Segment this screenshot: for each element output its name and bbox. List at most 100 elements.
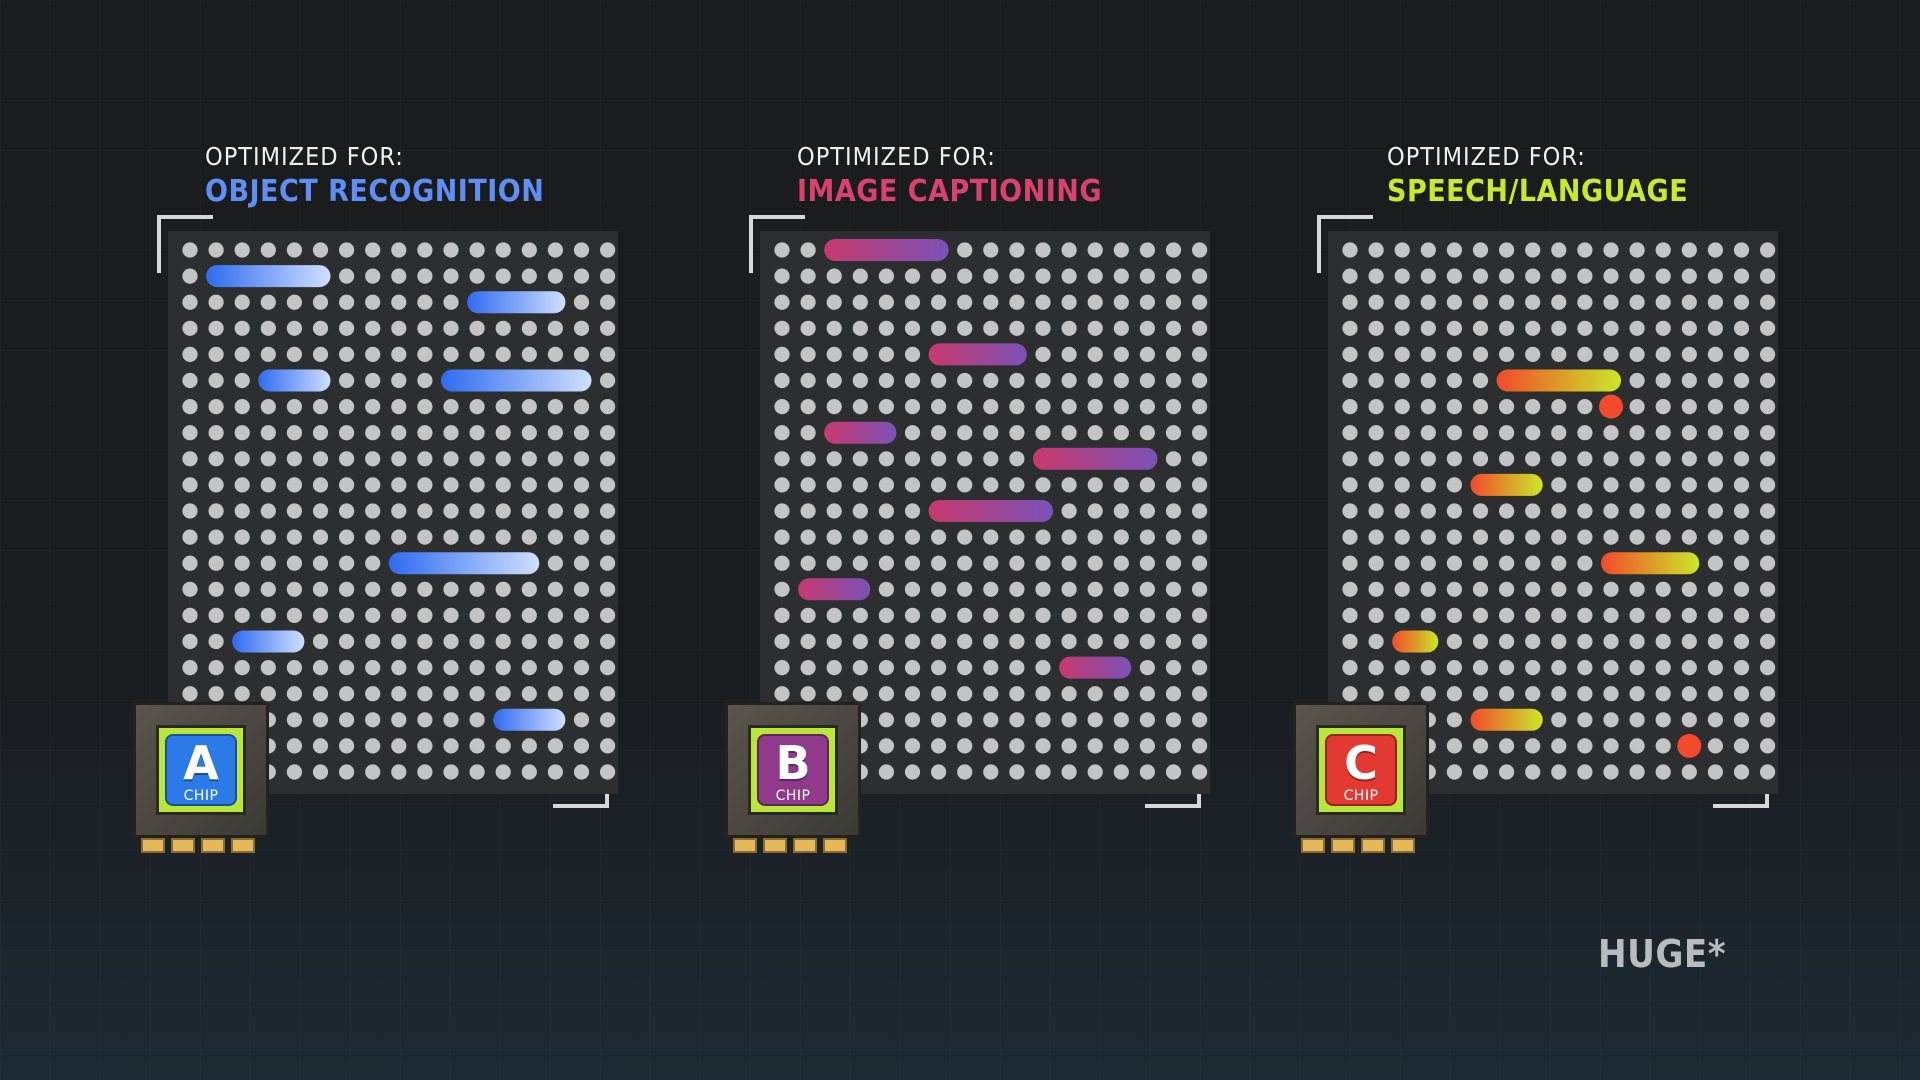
grid-dot	[1577, 607, 1593, 623]
grid-dot	[878, 633, 894, 650]
grid-dot	[1165, 503, 1182, 519]
grid-dot	[852, 477, 868, 493]
grid-dot	[1087, 503, 1103, 519]
grid-dot	[1009, 555, 1025, 571]
grid-dot	[1035, 477, 1051, 493]
grid-dot	[208, 425, 224, 441]
grid-dot	[1035, 294, 1051, 310]
grid-dot	[826, 607, 842, 623]
corner-bracket-top-left	[1317, 215, 1373, 273]
grid-dot	[1420, 242, 1436, 258]
grid-dot	[1733, 660, 1750, 676]
grid-dot	[878, 320, 894, 336]
grid-dot	[1472, 451, 1489, 467]
grid-dot	[1165, 712, 1182, 728]
grid-dot	[312, 503, 329, 519]
grid-dot	[573, 686, 590, 702]
grid-dot	[1603, 451, 1619, 467]
grid-dot	[1551, 425, 1567, 441]
grid-dot	[800, 425, 816, 441]
grid-dot	[573, 399, 590, 415]
grid-dot	[1551, 346, 1567, 362]
grid-dot	[878, 294, 894, 310]
grid-dot	[182, 320, 198, 336]
grid-dot	[1681, 633, 1697, 650]
grid-dot	[339, 581, 355, 597]
grid-dot	[547, 529, 563, 545]
grid-dot	[1499, 555, 1515, 571]
grid-dot	[1603, 633, 1619, 650]
grid-dot	[1603, 294, 1619, 310]
grid-dot	[234, 581, 250, 597]
activation-bar	[388, 552, 540, 575]
grid-dot	[878, 372, 894, 389]
grid-dot	[469, 712, 485, 728]
grid-dot	[1760, 581, 1776, 597]
grid-dot	[1733, 581, 1750, 597]
grid-dot	[391, 633, 407, 650]
grid-dot	[1139, 477, 1155, 493]
grid-dot	[1733, 320, 1750, 336]
corner-bracket-top-left	[157, 215, 213, 273]
grid-dot	[495, 581, 511, 597]
grid-dot	[878, 477, 894, 493]
grid-dot	[1760, 660, 1776, 676]
grid-dot	[1760, 372, 1776, 389]
grid-dot	[391, 503, 407, 519]
grid-dot	[1113, 712, 1129, 728]
grid-dot	[1681, 451, 1697, 467]
grid-dot	[1035, 607, 1051, 623]
grid-dot	[878, 764, 894, 780]
grid-dot	[365, 425, 381, 441]
grid-dot	[957, 686, 973, 702]
grid-dot	[1368, 477, 1384, 493]
grid-dot	[1394, 686, 1410, 702]
activation-bar	[824, 239, 949, 261]
grid-dot	[1342, 451, 1358, 467]
grid-dot	[286, 503, 302, 519]
grid-dot	[547, 660, 563, 676]
grid-dot	[469, 764, 485, 780]
grid-dot	[600, 660, 616, 676]
panel-heading: OPTIMIZED FOR: IMAGE CAPTIONING	[797, 142, 1102, 210]
grid-dot	[1165, 607, 1182, 623]
grid-dot	[1655, 738, 1671, 754]
grid-dot	[957, 268, 973, 284]
grid-dot	[1603, 581, 1619, 597]
panel-chip-a: OPTIMIZED FOR: OBJECT RECOGNITION A CHIP	[133, 0, 708, 1080]
grid-dot	[1368, 268, 1384, 284]
grid-dot	[1629, 242, 1645, 258]
grid-dot	[1192, 712, 1208, 728]
grid-dot	[391, 686, 407, 702]
grid-dot	[1342, 581, 1358, 597]
grid-dot	[495, 399, 511, 415]
grid-dot	[1342, 242, 1358, 258]
grid-dot	[1061, 581, 1077, 597]
grid-dot	[1472, 581, 1489, 597]
grid-dot	[1551, 451, 1567, 467]
grid-dot	[1499, 503, 1515, 519]
grid-dot	[339, 346, 355, 362]
grid-dot	[1009, 451, 1025, 467]
grid-dot	[1577, 242, 1593, 258]
grid-dot	[260, 294, 276, 310]
grid-dot	[1629, 660, 1645, 676]
grid-dot	[365, 764, 381, 780]
grid-dot	[469, 738, 485, 754]
grid-dot	[1655, 712, 1671, 728]
grid-dot	[1472, 607, 1489, 623]
grid-dot	[1629, 529, 1645, 545]
grid-dot	[495, 764, 511, 780]
grid-dot	[800, 555, 816, 571]
grid-dot	[234, 451, 250, 467]
grid-dot	[1061, 320, 1077, 336]
grid-dot	[1655, 764, 1671, 780]
grid-dot	[1577, 738, 1593, 754]
grid-dot	[234, 399, 250, 415]
grid-dot	[1061, 399, 1077, 415]
grid-dot	[1165, 320, 1182, 336]
grid-dot	[1009, 633, 1025, 650]
grid-dot	[260, 686, 276, 702]
grid-dot	[286, 399, 302, 415]
grid-dot	[365, 294, 381, 310]
